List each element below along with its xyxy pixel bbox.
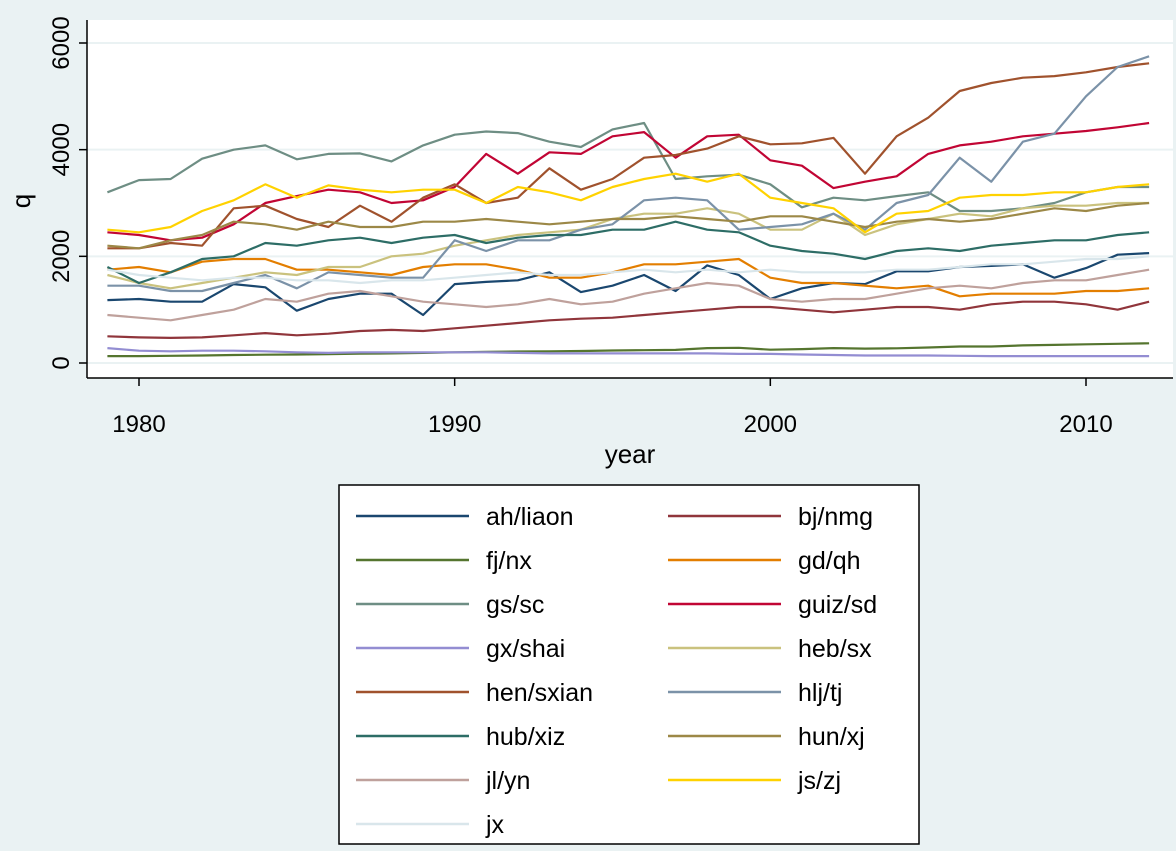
legend-box <box>338 484 920 845</box>
legend-label: gd/qh <box>798 547 861 575</box>
x-tick-label: 2010 <box>1059 411 1112 438</box>
y-ticks: 0 2000 4000 6000 <box>48 16 87 370</box>
series-line-hen-sxian <box>107 62 1150 250</box>
series-line-gd-qh <box>107 257 1150 298</box>
x-tick-label: 1980 <box>112 411 165 438</box>
series-line-hlj-tj <box>107 55 1150 293</box>
legend-label: jx <box>485 811 505 839</box>
legend-label: hub/xiz <box>486 723 565 751</box>
legend-label: jl/yn <box>485 767 530 795</box>
axes <box>86 20 1173 379</box>
series-line-hub-xiz <box>106 220 1150 285</box>
legend-label: ah/liaon <box>486 503 574 531</box>
x-ticks: 1980 1990 2000 2010 <box>112 378 1113 438</box>
x-tick-label: 2000 <box>744 411 797 438</box>
series-line-guiz-sd <box>107 121 1150 242</box>
series-line-bj-nmg <box>107 300 1150 339</box>
y-tick-label: 2000 <box>48 230 75 283</box>
legend-label: hun/xj <box>798 723 865 751</box>
legend-label: fj/nx <box>486 547 532 575</box>
plot-area <box>87 20 1173 378</box>
legend-label: guiz/sd <box>798 591 877 619</box>
series-lines <box>106 55 1150 358</box>
series-line-heb-sx <box>107 201 1150 290</box>
series-line-gs-sc <box>107 121 1150 213</box>
series-line-jx <box>107 255 1150 285</box>
legend-label: hlj/tj <box>798 679 842 707</box>
y-axis-label: q <box>6 194 36 208</box>
series-line-hun-xj <box>107 201 1150 250</box>
x-axis-label: year <box>605 439 656 469</box>
series-line-js-zj <box>107 172 1150 234</box>
y-tick-label: 0 <box>48 356 75 369</box>
y-tick-label: 4000 <box>48 123 75 176</box>
legend-label: gx/shai <box>486 635 565 663</box>
x-tick-label: 1990 <box>428 411 481 438</box>
y-tick-label: 6000 <box>48 16 75 69</box>
series-line-gx-shai <box>107 347 1150 358</box>
legend: ah/liaon bj/nmg fj/nx gd/qh gs/sc guiz/sd gx/s… <box>338 484 920 845</box>
gridlines <box>87 42 1173 364</box>
legend-label: heb/sx <box>798 635 872 663</box>
legend-label: bj/nmg <box>798 503 873 531</box>
legend-label: gs/sc <box>486 591 544 619</box>
legend-label: hen/sxian <box>486 679 593 707</box>
series-line-fj-nx <box>107 342 1150 358</box>
legend-label: js/zj <box>797 767 841 795</box>
series-line-jl-yn <box>107 268 1150 322</box>
